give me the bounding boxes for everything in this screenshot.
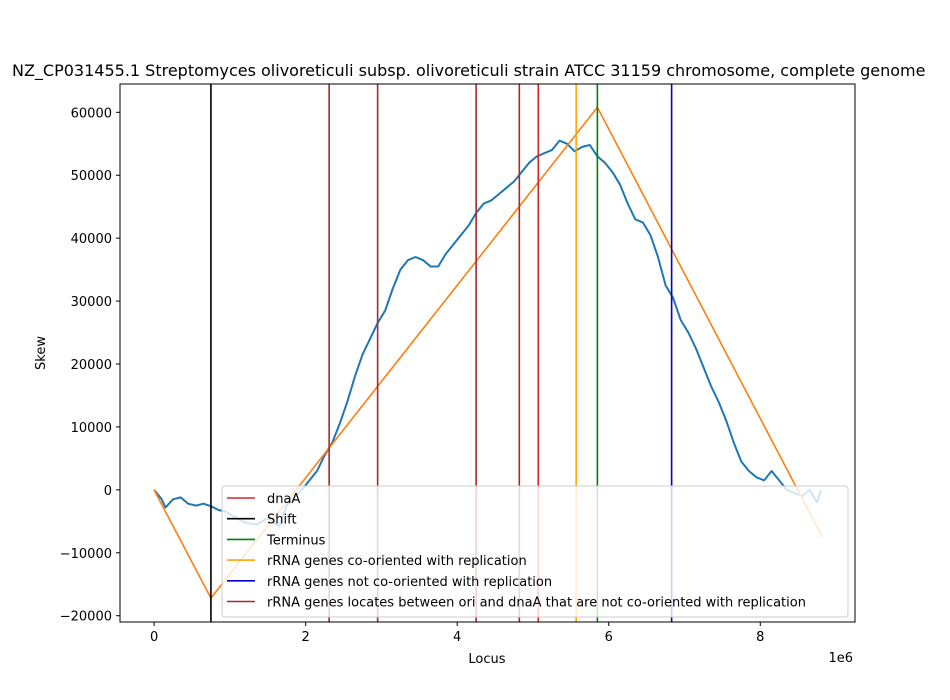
y-tick-label-8: 60000 <box>71 106 112 121</box>
y-tick-label-4: 20000 <box>71 358 112 373</box>
fit-series-line <box>153 105 824 600</box>
plot-frame <box>119 83 856 623</box>
chart-title: NZ_CP031455.1 Streptomyces olivoreticuli… <box>12 61 925 81</box>
x-tick-label-1: 2 <box>302 630 310 645</box>
x-axis-offset-text: 1e6 <box>828 651 853 666</box>
y-tick-label-7: 50000 <box>71 169 112 184</box>
x-axis-label: Locus <box>468 652 505 667</box>
legend-label-3: rRNA genes co-oriented with replication <box>267 554 527 569</box>
skew-series-line <box>153 139 822 528</box>
legend-label-2: Terminus <box>266 533 326 548</box>
y-tick-label-1: −10000 <box>60 547 112 562</box>
y-tick-label-2: 0 <box>104 484 112 499</box>
legend-label-4: rRNA genes not co-oriented with replicat… <box>267 575 552 590</box>
legend-label-5: rRNA genes locates between ori and dnaA … <box>267 596 806 611</box>
legend: dnaA Shift Terminus rRNA genes co-oriented … <box>221 485 849 618</box>
legend-box <box>221 485 849 618</box>
legend-label-0: dnaA <box>267 492 300 507</box>
x-tick-label-2: 4 <box>453 630 461 645</box>
x-tick-label-0: 0 <box>150 630 158 645</box>
y-tick-label-0: −20000 <box>60 610 112 625</box>
x-tick-label-4: 8 <box>756 630 764 645</box>
axes: 0 2 4 6 8 −20000 −10000 0 10000 20000 30000 40000 50… <box>60 106 765 645</box>
y-axis-label: Skew <box>34 336 49 370</box>
y-tick-label-3: 10000 <box>71 421 112 436</box>
y-tick-label-6: 40000 <box>71 232 112 247</box>
x-tick-label-3: 6 <box>605 630 613 645</box>
y-tick-label-5: 30000 <box>71 295 112 310</box>
legend-label-1: Shift <box>267 513 297 528</box>
